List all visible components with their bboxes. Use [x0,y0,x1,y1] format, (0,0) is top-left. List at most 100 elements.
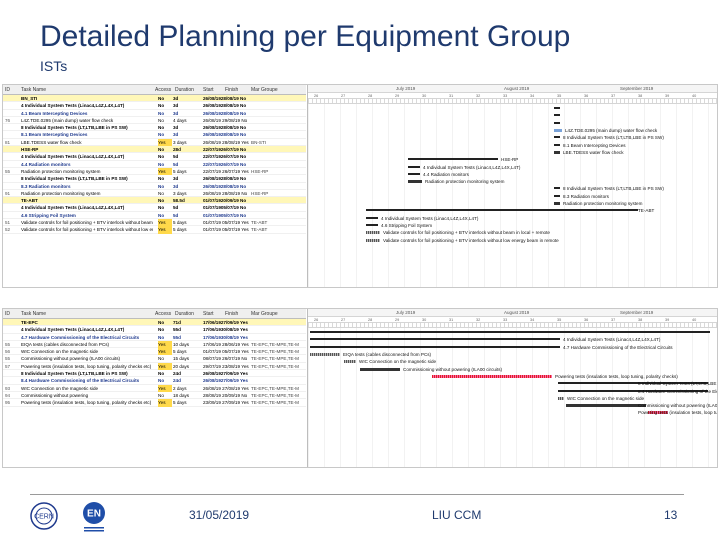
gantt-bar[interactable] [360,367,400,371]
task-row[interactable]: 8.3 Radiation monitors No 3d 26/08/1928/08/… [3,183,306,190]
task-name: 4.1 Beam Intercepting Devices [21,110,88,116]
gantt-bar[interactable] [558,382,708,385]
task-row[interactable]: 4 Individual System Tests (Linac4,L4Z,L4… [3,102,306,110]
task-row[interactable]: 8 Individual System Tests (LT,LTB,LBE in… [3,124,306,132]
task-dates: 08/07/19 26/07/19 No [203,356,248,362]
task-row[interactable]: 4.4 Radiation monitors No 5d 22/07/1926/07/… [3,161,306,168]
week-label: 27 [341,318,346,322]
gantt-bar[interactable] [310,331,710,334]
task-row[interactable]: 55 Commissioning without powering (ILA00 … [3,355,306,363]
task-row[interactable]: TE-ABT No 58.5d 01/07/1920/09/19 No [3,197,306,205]
task-row[interactable]: 57 Powering tests (insulation tests, loop… [3,362,306,371]
task-row[interactable]: 4 Individual System Tests (Linac4,L4Z,L4… [3,204,306,212]
gantt-bar[interactable] [554,202,560,206]
task-group: HSE-RP [251,168,269,174]
task-name: Radiation protection monitoring system [21,168,101,174]
task-access: No [158,125,165,131]
col-group: Mar Groupe [251,311,278,317]
task-row[interactable]: 4.1 Beam Intercepting Devices No 3d 26/08/1… [3,110,306,117]
task-dates: 01/07/19 05/07/19 Yes [203,220,249,226]
task-name: Powering tests (insulation tests, loop t… [21,363,152,369]
gantt-bar[interactable] [558,396,564,400]
task-access: No [158,117,164,123]
gantt-bar[interactable] [554,136,560,139]
task-name: Radiation protection monitoring system [21,190,101,196]
gantt-bar[interactable] [408,172,420,175]
gantt-bar[interactable] [366,216,378,219]
gantt-bar[interactable] [408,158,498,161]
gantt-bar[interactable] [554,143,560,146]
task-row[interactable]: 8.4 Hardware Commissioning of the Electr… [3,377,306,385]
week-label: 35 [557,318,562,322]
footer-date: 31/05/2019 [189,508,250,522]
week-label: 28 [368,318,373,322]
en-logo-text: EN [87,509,101,520]
task-access: Yes [158,399,172,407]
gantt-bar[interactable] [366,238,380,242]
task-row[interactable]: 4.7 Hardware Commissioning of the Electr… [3,334,306,341]
gantt-bar[interactable] [310,353,340,357]
gantt-bar[interactable] [648,411,668,415]
gantt-bar[interactable] [554,129,562,133]
task-group: TE-ABT [251,220,268,226]
gantt-bar[interactable] [366,209,638,212]
task-row[interactable]: 8 Individual System Tests (LT,LTB,LBE in… [3,370,306,378]
task-id: 57 [5,363,11,369]
task-row[interactable]: TE-EPC No 71d 17/06/1927/09/19 Yes [3,319,306,327]
gantt-bar[interactable] [554,194,560,197]
gantt-bar[interactable] [408,180,422,184]
gantt-bar[interactable] [408,165,420,168]
gantt-bar[interactable] [310,345,560,348]
task-row[interactable]: 81 LBE.TDESS water flow check Yes 3 days 26/… [3,138,306,147]
gantt-bar[interactable] [554,114,560,117]
task-name: 8 Individual System Tests (LT,LTB,LBE in… [21,125,128,131]
timeline-body: L4Z.TDE.0295 (main dump) water flow chec… [308,104,717,287]
task-group: TE-ABT [251,227,268,233]
task-row[interactable]: 76 L4Z.TDE.0295 (main dump) water flow ch… [3,117,306,125]
task-name: 4 Individual System Tests (Linac4,L4Z,L4… [21,205,125,211]
gantt-header: ID Task Name Access Duration Start Finis… [3,85,306,95]
task-name: LBE.TDESS water flow check [21,139,82,145]
gantt-bar[interactable] [566,404,646,408]
task-row[interactable]: 95 Powering tests (insulation tests, loop… [3,399,306,407]
task-dates: 17/06/1930/08/19 Yes [203,334,248,340]
gantt-panel-2: ID Task Name Access Duration Start Finis… [2,308,718,468]
task-duration: 5 days [173,168,187,174]
task-row[interactable]: 91 Radiation protection monitoring system… [3,190,306,198]
gantt-bar[interactable] [366,231,380,235]
task-row[interactable]: 4 Individual System Tests (Linac4,L4Z,L4… [3,153,306,161]
gantt-bar[interactable] [554,187,560,190]
task-row[interactable]: 8.1 Beam Intercepting Devices No 3d 26/08/1… [3,131,306,139]
week-label: 26 [314,318,319,322]
task-row[interactable]: HSE-RP No 28d 22/07/1926/07/19 No [3,146,306,154]
task-row[interactable]: 94 Commissioning without powering No 18 day… [3,392,306,400]
task-row[interactable]: 52 Validate controls for foil positioning… [3,226,306,234]
task-access: No [158,132,165,138]
gantt-bar[interactable] [558,389,708,392]
task-row[interactable]: 8 Individual System Tests (LT,LTB,LBE in… [3,175,306,183]
task-row[interactable]: 4.6 Stripping Foil System No 5d 01/07/1905/… [3,212,306,220]
timeline-weeks: 26 27 28 29 30 31 32 33 34 35 36 37 38 39 40 [308,317,717,323]
task-row[interactable]: BN_STI No 3d 26/08/1928/08/19 No [3,95,306,103]
task-duration: 2 days [173,385,187,391]
task-row[interactable]: 93 WIC Connection on the magnetic side Yes… [3,384,306,392]
task-dates: 26/08/1928/08/19 No [203,96,247,101]
task-row[interactable]: 4 Individual System Tests (Linac4,L4Z,L4… [3,326,306,334]
task-access: No [158,212,165,218]
task-row[interactable]: 51 Validate controls for foil positioning… [3,219,306,227]
gantt-bar[interactable] [554,121,560,124]
task-row[interactable]: 55 Radiation protection monitoring system… [3,167,306,176]
task-name: 4.4 Radiation monitors [21,161,71,167]
gantt-bar[interactable] [554,107,560,110]
task-row[interactable]: 56 WIC Connection on the magnetic side Yes… [3,348,306,356]
gantt-bar[interactable] [310,338,560,341]
gantt-bar[interactable] [366,223,378,226]
task-dates: 01/07/19 05/07/19 Yes [203,349,249,355]
task-dates: 23/09/19 27/09/19 Yes [203,400,249,406]
gantt-bar[interactable] [432,374,552,378]
task-group: TE-EPC,TE-MPE,TE-M [251,392,299,398]
task-row[interactable]: 55 EIQA tests (cables disconnected from P… [3,340,306,349]
gantt-bar[interactable] [344,360,356,364]
task-duration: 55d [173,334,181,340]
gantt-bar[interactable] [554,150,560,154]
